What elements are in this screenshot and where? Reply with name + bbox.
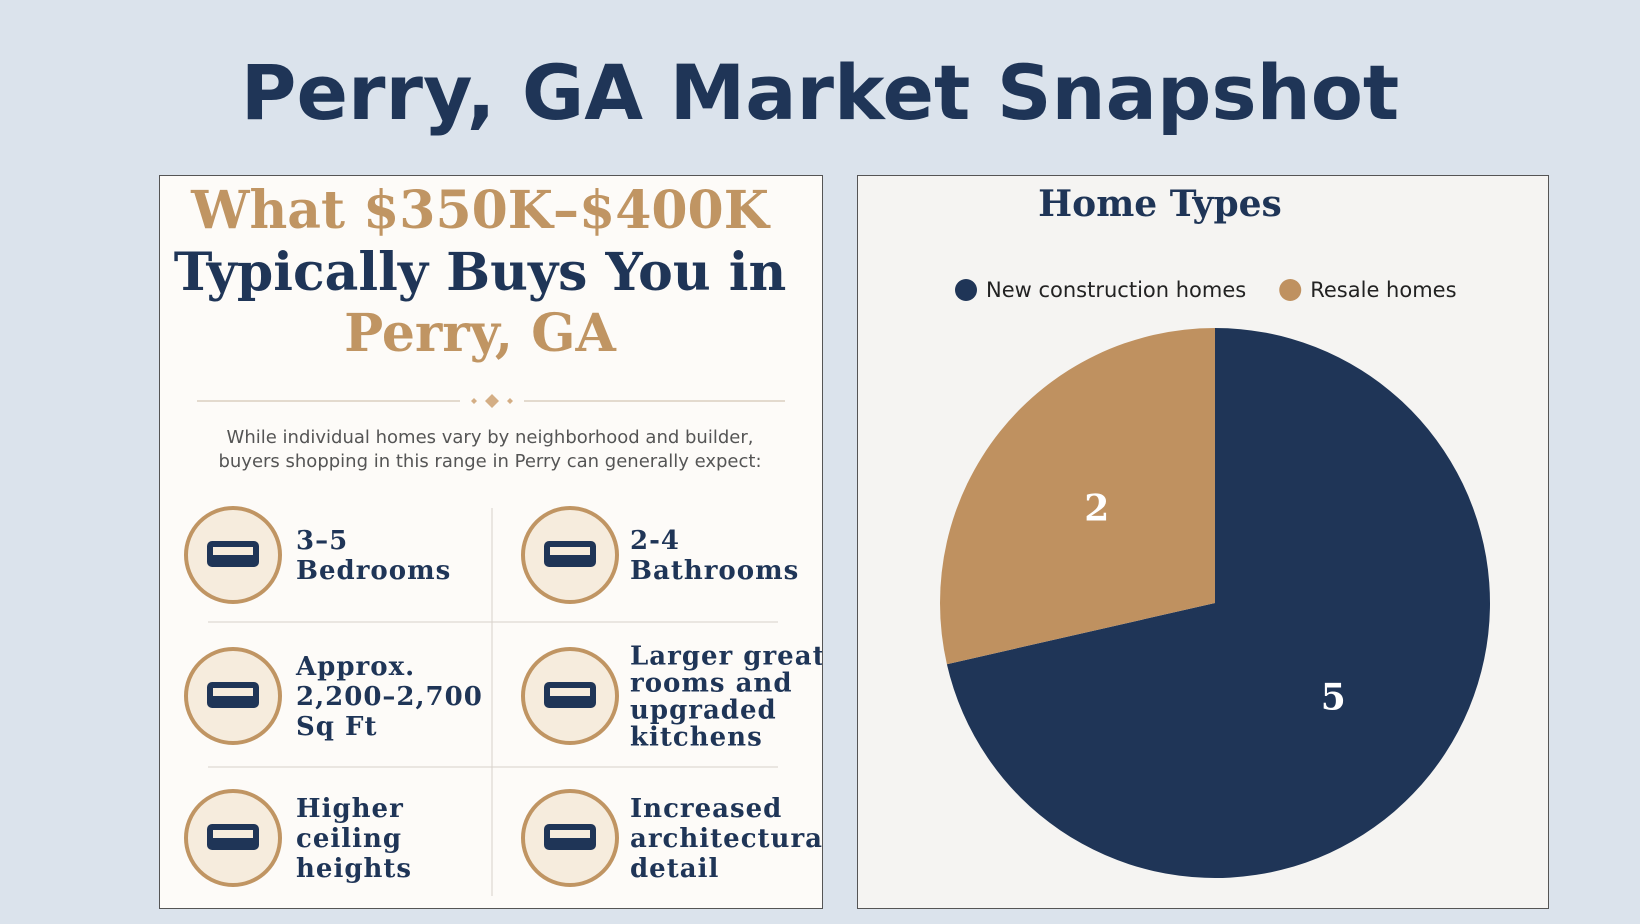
chart-title: Home Types xyxy=(1038,183,1282,225)
infographic: What $350K–$400K Typically Buys You in P… xyxy=(159,175,823,909)
icon xyxy=(213,688,253,696)
headline: Typically Buys You in xyxy=(174,242,787,303)
icon xyxy=(213,830,253,838)
legend-marker xyxy=(955,279,977,301)
item-text: ceiling xyxy=(296,824,402,854)
icon xyxy=(550,547,590,555)
item-text: Higher xyxy=(296,794,404,824)
item-text: Approx. xyxy=(295,652,415,682)
headline: What $350K–$400K xyxy=(190,180,771,241)
page-title: Perry, GA Market Snapshot xyxy=(240,48,1400,137)
item-text: detail xyxy=(630,854,719,884)
chart-panel: Home Types 5 2 New construction homes Resal… xyxy=(857,175,1549,909)
intro: buyers shopping in this range in Perry c… xyxy=(218,451,761,472)
pie-slice xyxy=(946,328,1490,878)
item-text: kitchens xyxy=(630,723,763,753)
item-text: heights xyxy=(296,854,412,884)
item-text: upgraded xyxy=(630,696,777,726)
item-text: Bedrooms xyxy=(296,556,451,586)
headline: Perry, GA xyxy=(344,303,616,364)
item-text: Sq Ft xyxy=(296,712,377,742)
item-text: rooms and xyxy=(630,669,793,699)
item-text: architectural xyxy=(630,824,823,854)
icon xyxy=(550,688,590,696)
infographic-canvas: What $350K–$400K Typically Buys You in P… xyxy=(174,180,823,896)
item-text: Increased xyxy=(630,794,782,824)
item-text: 2-4 xyxy=(630,526,680,556)
intro: While individual homes vary by neighborh… xyxy=(227,427,754,448)
item-text: 3–5 xyxy=(296,526,348,556)
chart: Home Types 5 2 New construction homes Resal… xyxy=(940,183,1490,878)
item-text: Bathrooms xyxy=(630,556,799,586)
data-label: 2 xyxy=(1084,488,1109,530)
ornament xyxy=(471,394,513,408)
legend-label: Resale homes xyxy=(1310,278,1456,302)
item-text: 2,200–2,700 xyxy=(296,682,483,712)
pie-slice xyxy=(940,328,1215,665)
legend-marker xyxy=(1279,279,1302,301)
icon xyxy=(550,830,590,838)
data-label: 5 xyxy=(1321,676,1346,718)
icon xyxy=(213,547,253,555)
item-text: Larger great xyxy=(630,642,823,672)
legend-label: New construction homes xyxy=(986,278,1246,302)
